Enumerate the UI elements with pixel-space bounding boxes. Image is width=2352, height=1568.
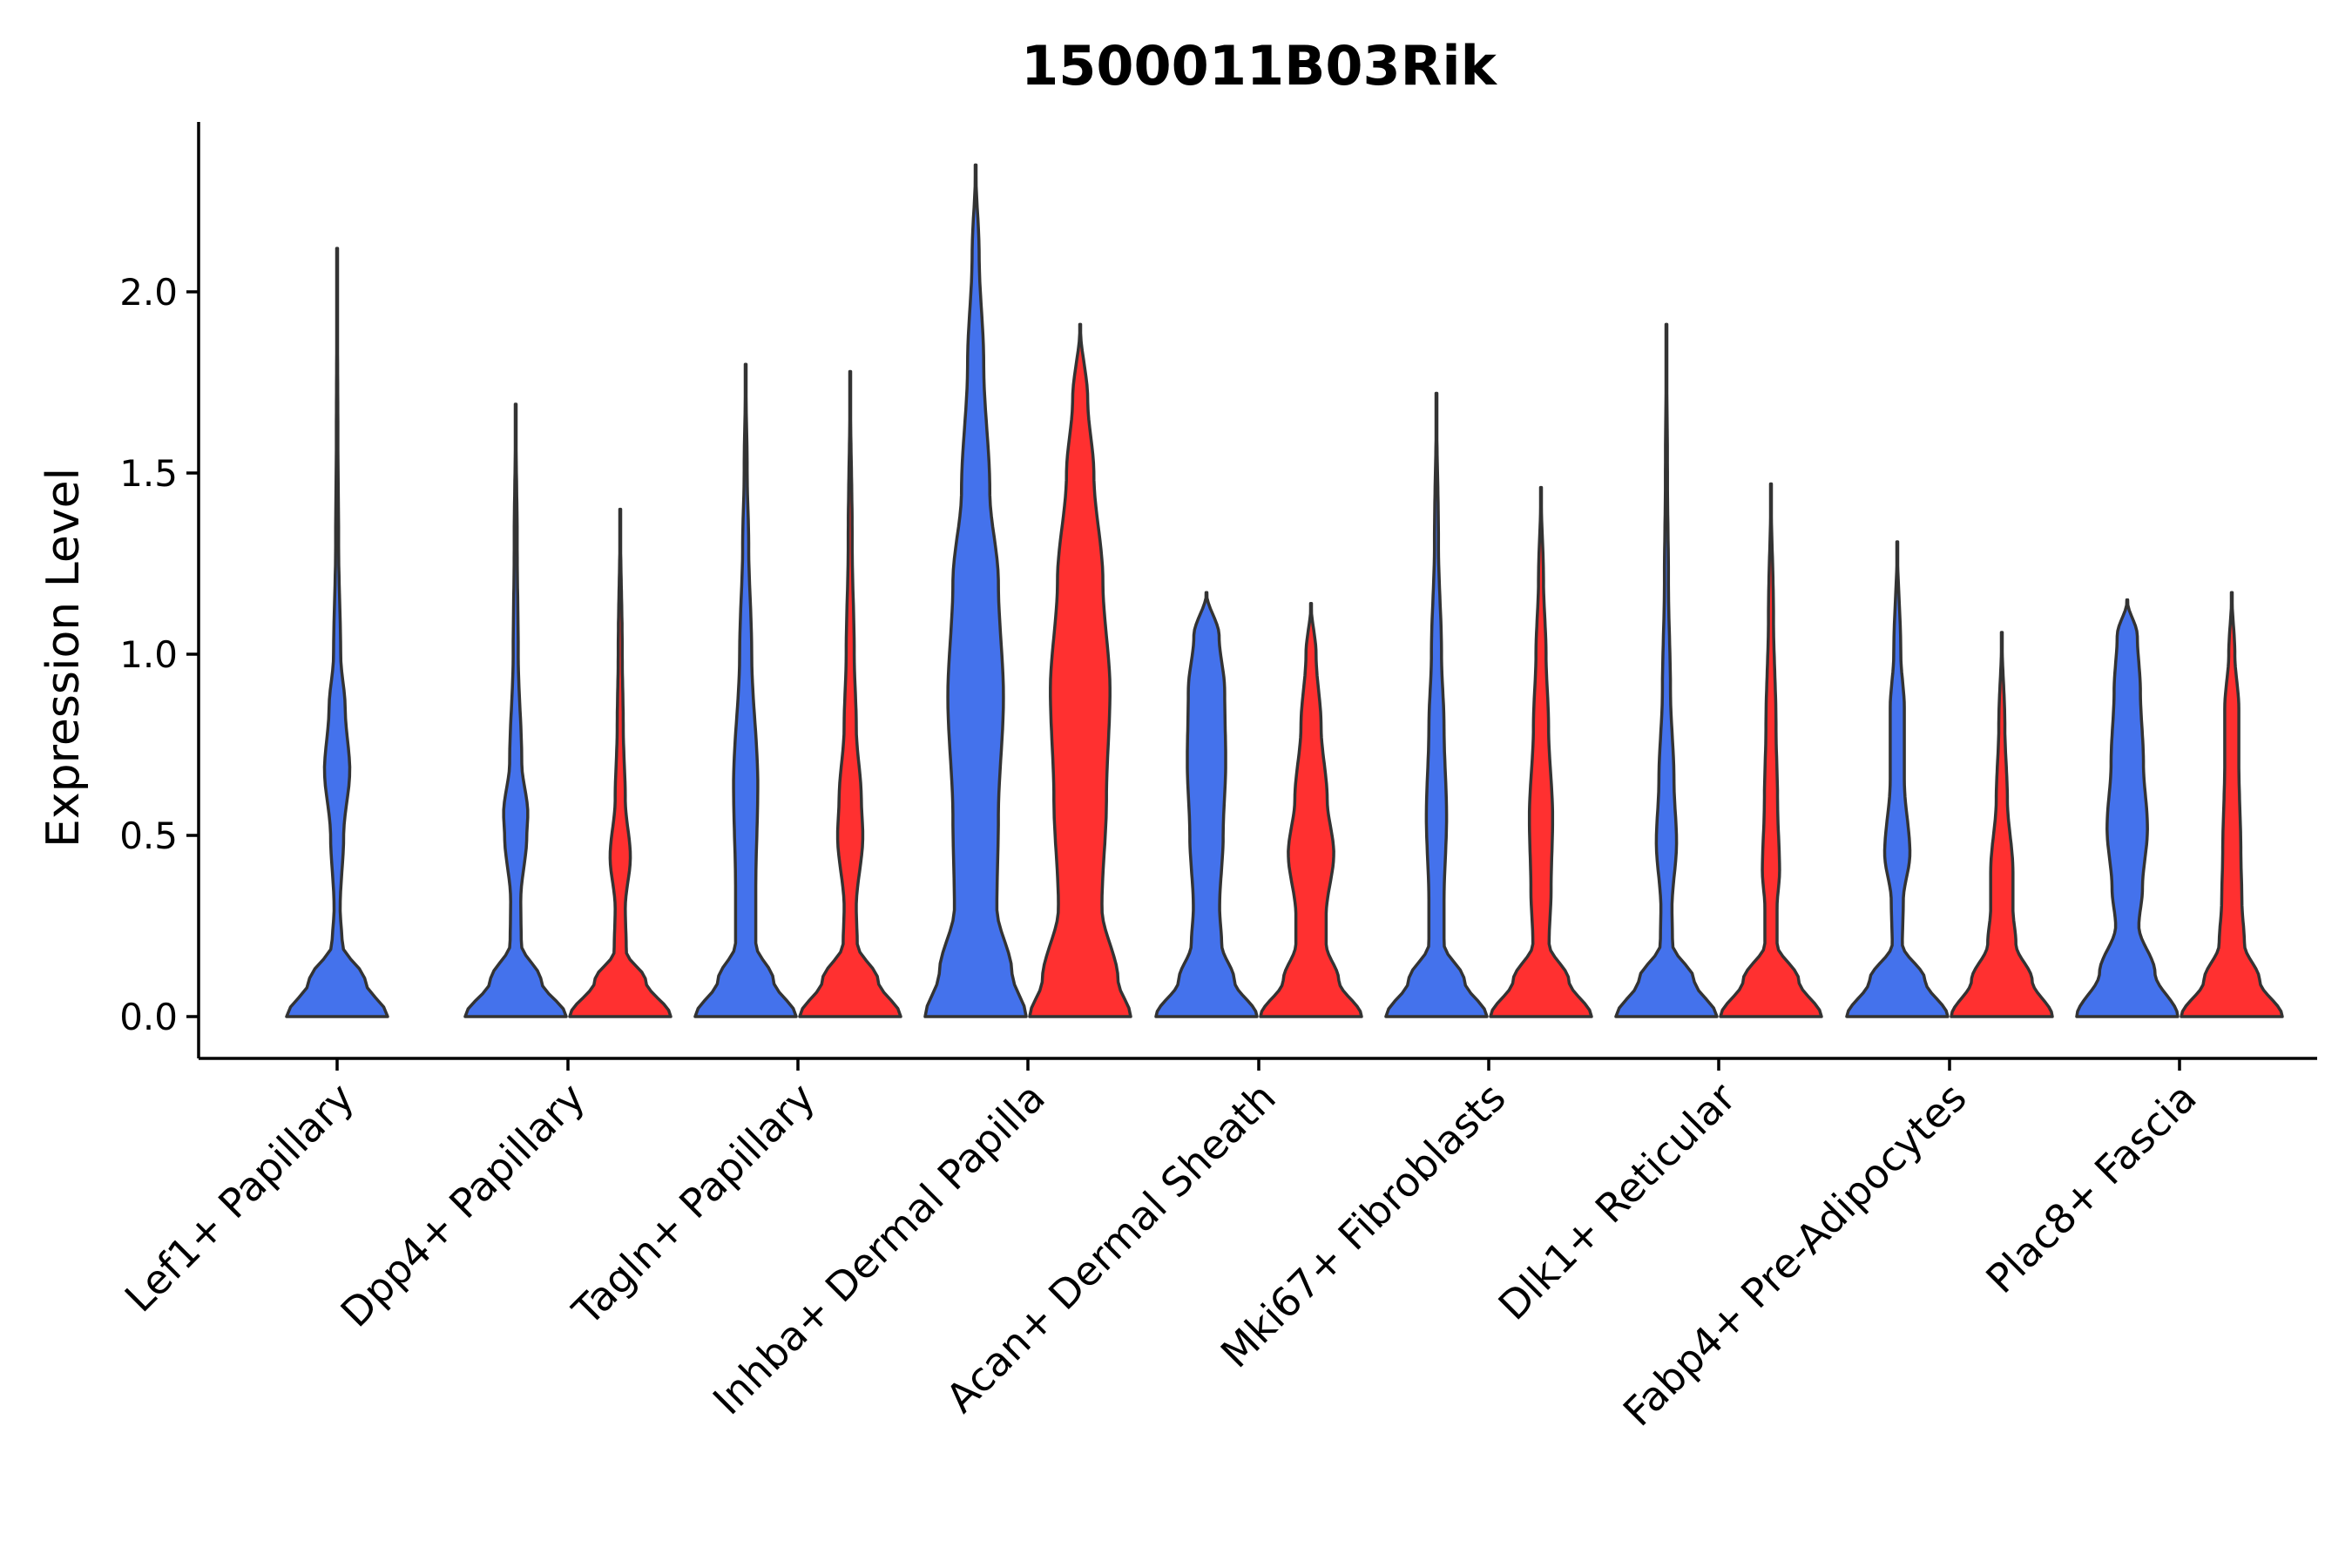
y-tick-label: 0.5 [119, 814, 178, 857]
violin-red-3 [798, 369, 902, 1018]
violin-blue-1 [285, 247, 389, 1018]
violin-blue-4 [923, 163, 1028, 1018]
chart-title: 1500011B03Rik [1021, 34, 1498, 98]
x-tick-label: Dpp4+ Papillary [332, 1074, 594, 1336]
violin-blue-2 [463, 402, 568, 1018]
violins-layer [285, 163, 2284, 1018]
y-tick-label: 2.0 [119, 271, 178, 314]
y-tick-label: 0.0 [119, 996, 178, 1038]
y-tick-label: 1.5 [119, 452, 178, 495]
violin-blue-7 [1614, 322, 1719, 1018]
x-tick-label: Plac8+ Fascia [1977, 1074, 2205, 1302]
violin-blue-3 [693, 362, 798, 1018]
violin-blue-6 [1384, 391, 1489, 1018]
violin-blue-5 [1154, 591, 1259, 1018]
x-tick-label: Dlk1+ Reticular [1490, 1074, 1745, 1329]
violin-red-4 [1028, 322, 1132, 1018]
violin-red-2 [568, 507, 672, 1018]
violin-blue-8 [1845, 540, 1950, 1018]
x-tick-label: Tagln+ Papillary [563, 1074, 824, 1335]
y-axis-label: Expression Level [37, 468, 90, 848]
violin-red-6 [1489, 485, 1593, 1018]
violin-red-5 [1259, 602, 1363, 1018]
x-tick-label: Lef1+ Papillary [116, 1074, 363, 1321]
y-tick-label: 1.0 [119, 633, 178, 676]
violin-blue-9 [2075, 598, 2180, 1018]
violin-red-7 [1719, 482, 1823, 1018]
violin-red-9 [2180, 591, 2284, 1018]
violin-red-8 [1950, 631, 2054, 1018]
